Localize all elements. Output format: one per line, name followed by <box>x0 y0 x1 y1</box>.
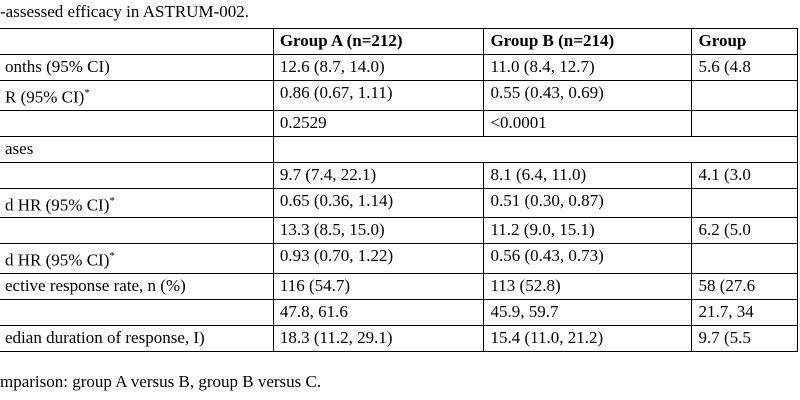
table-cell <box>0 298 274 326</box>
table-cell: 113 (52.8) <box>483 272 693 300</box>
efficacy-table: Group A (n=212) Group B (n=214) Group onths… <box>0 28 799 352</box>
table-cell <box>272 135 799 163</box>
table-cell: 116 (54.7) <box>272 272 485 300</box>
table-cell: <0.0001 <box>483 109 693 137</box>
table-cell: Group <box>691 28 798 55</box>
table-cell: 9.7 (5.5 <box>691 324 798 352</box>
table-row: 13.3 (8.5, 15.0) 11.2 (9.0, 15.1) 6.2 (5.0 <box>0 217 798 245</box>
table-cell: 11.0 (8.4, 12.7) <box>483 54 693 81</box>
table-cell: 45.9, 59.7 <box>483 298 693 326</box>
cell-text: d HR (95% CI) <box>5 195 110 215</box>
table-cell: 15.4 (11.0, 21.2) <box>483 324 693 352</box>
table-cell <box>691 243 798 274</box>
table-cell: 21.7, 34 <box>691 298 798 326</box>
cell-text: d HR (95% CI) <box>5 250 110 270</box>
table-cell: 58 (27.6 <box>691 272 798 300</box>
table-cell: ases <box>0 135 274 163</box>
table-cell: 13.3 (8.5, 15.0) <box>272 217 485 245</box>
table-row: edian duration of response, I) 18.3 (11.2… <box>0 324 798 352</box>
table-cell: d HR (95% CI)* <box>0 243 274 274</box>
table-cell: 18.3 (11.2, 29.1) <box>272 324 485 352</box>
footnote: mparison: group A versus B, group B vers… <box>0 372 322 391</box>
table-cell <box>0 161 274 189</box>
table-cell: 6.2 (5.0 <box>691 217 798 245</box>
table-cell: 8.1 (6.4, 11.0) <box>483 161 693 189</box>
table-cell: 47.8, 61.6 <box>272 298 485 326</box>
table-cell: 0.86 (0.67, 1.11) <box>272 80 485 111</box>
table-cell: Group A (n=212) <box>272 28 485 55</box>
table-cell: 0.65 (0.36, 1.14) <box>272 187 485 219</box>
table-row: onths (95% CI) 12.6 (8.7, 14.0) 11.0 (8.4,… <box>0 54 798 81</box>
table-cell: 4.1 (3.0 <box>691 161 798 189</box>
superscript: * <box>109 250 115 263</box>
table-row: R (95% CI)* 0.86 (0.67, 1.11) 0.55 (0.43, … <box>0 80 798 111</box>
table-cell: R (95% CI)* <box>0 80 274 111</box>
table-cell <box>691 187 798 219</box>
table-row: ases <box>0 135 799 163</box>
table-cell: d HR (95% CI)* <box>0 187 274 219</box>
table-row: 47.8, 61.6 45.9, 59.7 21.7, 34 <box>0 298 798 326</box>
superscript: * <box>109 194 115 207</box>
table-row: ective response rate, n (%) 116 (54.7) 113… <box>0 272 798 300</box>
table-row: 9.7 (7.4, 22.1) 8.1 (6.4, 11.0) 4.1 (3.0 <box>0 161 798 189</box>
table-cell <box>691 80 798 111</box>
table-cell: onths (95% CI) <box>0 54 274 81</box>
caption: -assessed efficacy in ASTRUM-002. <box>0 2 249 21</box>
table-cell: 0.2529 <box>272 109 485 137</box>
table-cell <box>0 109 274 137</box>
table-cell: edian duration of response, I) <box>0 324 274 352</box>
table-cell: 0.93 (0.70, 1.22) <box>272 243 485 274</box>
cell-text: R (95% CI) <box>5 87 85 107</box>
table-cell: 11.2 (9.0, 15.1) <box>483 217 693 245</box>
table-cell <box>0 217 274 245</box>
table-cell: 0.55 (0.43, 0.69) <box>483 80 693 111</box>
table-row: Group A (n=212) Group B (n=214) Group <box>0 28 798 55</box>
table-cell: 9.7 (7.4, 22.1) <box>272 161 485 189</box>
superscript: * <box>84 87 90 99</box>
table-cell: 0.56 (0.43, 0.73) <box>483 243 693 274</box>
table-cell <box>0 28 274 55</box>
table-row: d HR (95% CI)* 0.93 (0.70, 1.22) 0.56 (0.4… <box>0 243 798 274</box>
table-row: d HR (95% CI)* 0.65 (0.36, 1.14) 0.51 (0.3… <box>0 187 798 219</box>
table-cell: ective response rate, n (%) <box>0 272 274 300</box>
table-cell <box>691 109 798 137</box>
table-row: 0.2529 <0.0001 <box>0 109 798 137</box>
table-cell: 12.6 (8.7, 14.0) <box>272 54 485 81</box>
table-cell: Group B (n=214) <box>483 28 693 55</box>
table-cell: 5.6 (4.8 <box>691 54 798 81</box>
table-cell: 0.51 (0.30, 0.87) <box>483 187 693 219</box>
